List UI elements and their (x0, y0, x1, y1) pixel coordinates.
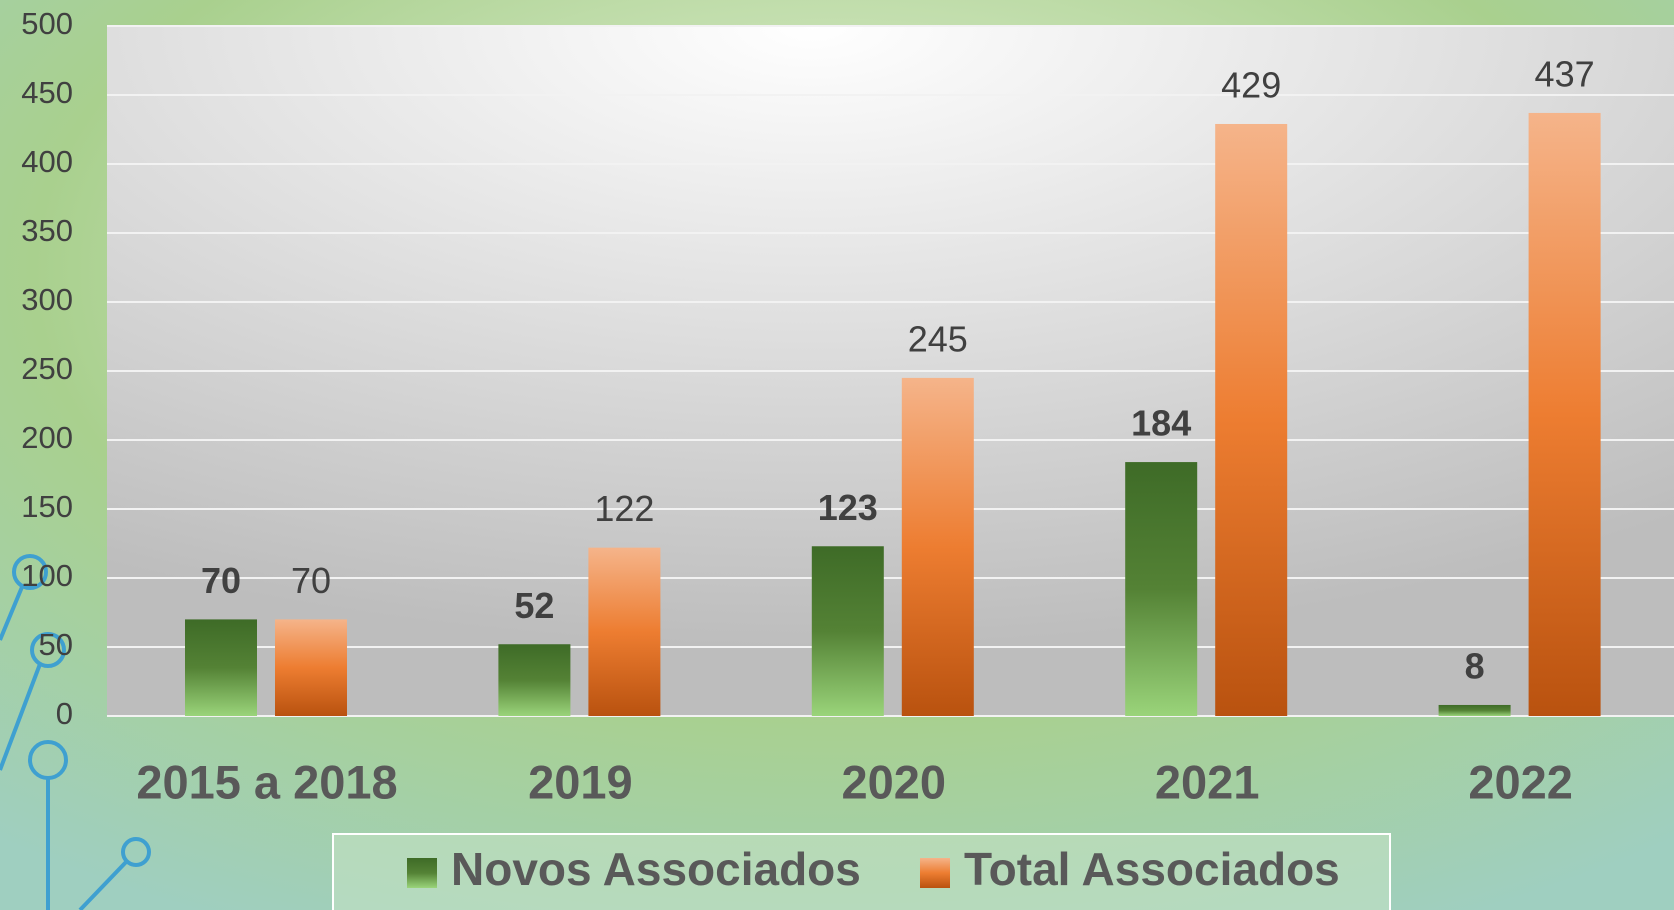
y-tick-label: 50 (39, 627, 73, 662)
y-tick-label: 500 (21, 6, 73, 41)
bar (902, 378, 974, 716)
bar (498, 644, 570, 716)
x-tick-label: 2019 (528, 755, 633, 808)
y-tick-label: 350 (21, 213, 73, 248)
y-tick-label: 300 (21, 282, 73, 317)
data-label: 429 (1221, 64, 1281, 105)
data-label: 70 (291, 560, 331, 601)
y-tick-label: 150 (21, 489, 73, 524)
legend-swatch (407, 858, 437, 888)
data-label: 184 (1131, 403, 1191, 444)
chart: 0 50 100 150 200 250 300 350 400 450 500 2015 a 201… (0, 0, 1674, 910)
x-tick-label: 2015 a 2018 (136, 755, 397, 808)
bar (185, 619, 257, 716)
x-tick-label: 2022 (1468, 755, 1573, 808)
data-label: 122 (594, 488, 654, 529)
legend-label: Total Associados (964, 843, 1340, 895)
y-tick-label: 250 (21, 351, 73, 386)
y-tick-label: 100 (21, 558, 73, 593)
bar (1439, 705, 1511, 716)
data-label: 52 (514, 585, 554, 626)
bar (588, 548, 660, 716)
bar (275, 619, 347, 716)
x-tick-label: 2020 (842, 755, 947, 808)
bar (1529, 113, 1601, 716)
bar (1215, 124, 1287, 716)
y-tick-label: 400 (21, 144, 73, 179)
data-label: 437 (1535, 53, 1595, 94)
legend-label: Novos Associados (451, 843, 861, 895)
legend-swatch (920, 858, 950, 888)
data-label: 8 (1465, 645, 1485, 686)
bar (1125, 462, 1197, 716)
bar (812, 546, 884, 716)
y-tick-label: 200 (21, 420, 73, 455)
y-tick-label: 450 (21, 75, 73, 110)
data-label: 123 (818, 487, 878, 528)
x-tick-label: 2021 (1155, 755, 1260, 808)
data-label: 70 (201, 560, 241, 601)
data-label: 245 (908, 318, 968, 359)
y-tick-label: 0 (56, 696, 73, 731)
